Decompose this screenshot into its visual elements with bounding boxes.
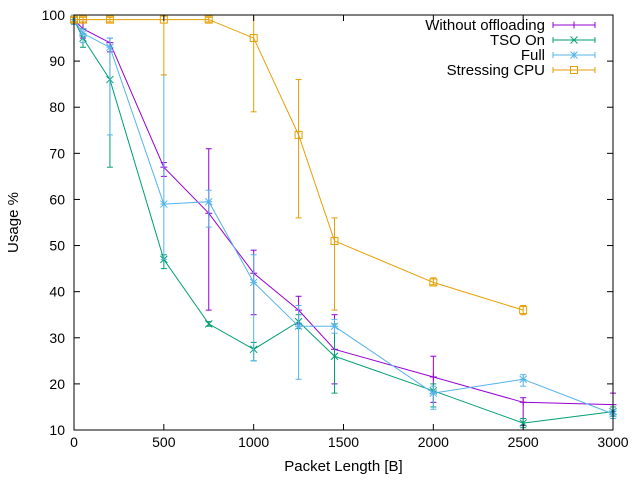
data-point bbox=[79, 29, 87, 38]
data-point bbox=[330, 322, 339, 331]
data-point-d2 bbox=[429, 389, 438, 397]
data-point-d2 bbox=[330, 352, 339, 361]
y-axis-label: Usage % bbox=[5, 192, 22, 253]
data-point bbox=[429, 389, 438, 397]
data-point-d2 bbox=[204, 320, 213, 328]
axis-ticks: 0 500 1000 1500 2000 2500 3000 10 20 30 40 50 60 70 80… bbox=[42, 7, 629, 450]
error-bar bbox=[331, 217, 338, 311]
data-point bbox=[330, 236, 339, 245]
error-bar bbox=[295, 305, 302, 380]
y-tick-label: 30 bbox=[49, 330, 65, 346]
plot-area bbox=[70, 14, 617, 429]
data-point bbox=[106, 43, 114, 52]
legend-label: TSO On bbox=[490, 32, 545, 49]
x-tick-label: 1500 bbox=[328, 434, 359, 450]
data-point bbox=[294, 322, 303, 331]
legend-marker bbox=[570, 66, 578, 74]
data-point bbox=[105, 15, 114, 24]
legend-marker-d2 bbox=[570, 36, 578, 44]
data-point-d2 bbox=[106, 43, 114, 52]
y-tick-label: 70 bbox=[49, 145, 65, 161]
data-point-d2 bbox=[159, 200, 168, 208]
error-bar bbox=[106, 16, 113, 23]
x-tick-label: 3000 bbox=[597, 434, 628, 450]
data-point-box bbox=[204, 15, 213, 24]
data-point bbox=[78, 15, 87, 24]
series-line bbox=[74, 19, 524, 311]
y-tick-label: 90 bbox=[49, 53, 65, 69]
data-point bbox=[294, 130, 303, 139]
y-tick-label: 10 bbox=[49, 422, 65, 438]
data-point bbox=[429, 373, 437, 381]
x-axis-label: Packet Length [B] bbox=[284, 458, 402, 475]
data-point bbox=[204, 197, 213, 206]
data-point bbox=[519, 398, 527, 406]
series-3 bbox=[70, 14, 528, 316]
y-tick-label: 50 bbox=[49, 238, 65, 254]
data-point-box bbox=[519, 306, 528, 315]
data-point bbox=[249, 34, 258, 43]
data-point-d2 bbox=[204, 197, 213, 206]
error-bar bbox=[295, 79, 302, 219]
legend-label: Without offloading bbox=[425, 17, 545, 34]
data-point-d2 bbox=[79, 29, 87, 38]
data-point-d2 bbox=[519, 375, 528, 384]
error-bar bbox=[205, 16, 212, 23]
data-point-box bbox=[78, 15, 87, 24]
y-tick-label: 60 bbox=[49, 191, 65, 207]
data-point-box bbox=[294, 130, 303, 139]
y-tick-label: 20 bbox=[49, 376, 65, 392]
data-point-box bbox=[429, 278, 438, 287]
error-bar bbox=[250, 254, 257, 362]
error-bar bbox=[205, 189, 212, 228]
data-point bbox=[519, 306, 528, 315]
data-point bbox=[159, 200, 168, 208]
error-bar bbox=[79, 16, 86, 23]
data-point-d2 bbox=[330, 322, 339, 331]
x-tick-label: 2500 bbox=[508, 434, 539, 450]
x-tick-label: 2000 bbox=[418, 434, 449, 450]
data-point bbox=[249, 278, 258, 287]
legend-marker bbox=[570, 51, 578, 59]
data-point bbox=[204, 15, 213, 24]
legend-label: Stressing CPU bbox=[447, 62, 545, 79]
data-point bbox=[519, 419, 528, 427]
legend-marker-box bbox=[570, 66, 578, 74]
x-tick-label: 500 bbox=[152, 434, 176, 450]
x-tick-label: 0 bbox=[70, 434, 78, 450]
data-point bbox=[204, 320, 213, 328]
data-point-box bbox=[249, 34, 258, 43]
legend-marker bbox=[570, 21, 578, 29]
legend-swatch bbox=[552, 67, 596, 73]
y-tick-label: 40 bbox=[49, 284, 65, 300]
data-point bbox=[519, 375, 528, 384]
data-point-d2 bbox=[294, 322, 303, 331]
x-tick-label: 1000 bbox=[238, 434, 269, 450]
error-bar bbox=[205, 148, 212, 311]
data-point bbox=[330, 352, 339, 361]
data-point-box bbox=[330, 236, 339, 245]
legend-marker bbox=[570, 36, 578, 44]
data-point-box bbox=[105, 15, 114, 24]
y-tick-label: 80 bbox=[49, 99, 65, 115]
data-point-d2 bbox=[519, 419, 528, 427]
data-point bbox=[429, 278, 438, 287]
data-point-d2 bbox=[249, 278, 258, 287]
legend-marker-d2 bbox=[570, 51, 578, 59]
error-bar bbox=[106, 37, 113, 136]
legend-label: Full bbox=[521, 47, 545, 64]
y-tick-label: 100 bbox=[42, 7, 66, 23]
